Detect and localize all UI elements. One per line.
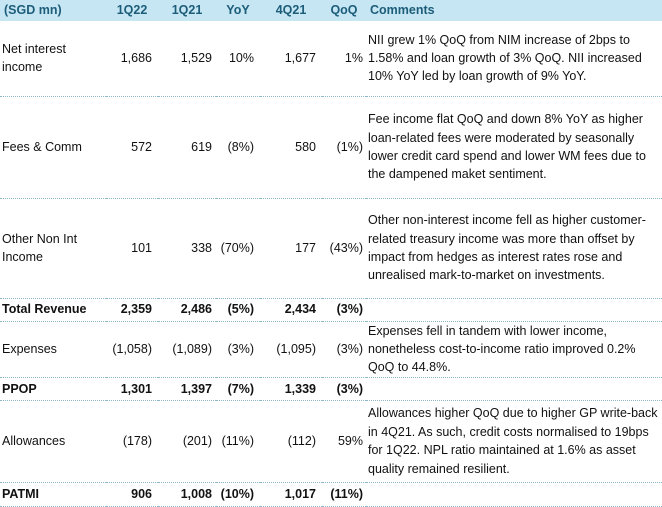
cell-1q22: 2,359 (106, 298, 158, 322)
cell-yoy: 10% (216, 21, 260, 97)
cell-yoy: (11%) (216, 400, 260, 483)
cell-4q21: (112) (260, 400, 322, 483)
cell-1q21: (1,089) (158, 321, 216, 378)
cell-1q22: (1,058) (106, 321, 158, 378)
cell-comment (366, 298, 662, 322)
cell-1q21: 338 (158, 198, 216, 299)
cell-1q21: (201) (158, 400, 216, 483)
header-4q21: 4Q21 (275, 3, 307, 18)
cell-4q21: 177 (260, 198, 322, 299)
table-row-total-revenue: Total Revenue 2,359 2,486 (5%) 2,434 (3%… (0, 298, 662, 322)
cell-comment: NII grew 1% QoQ from NIM increase of 2bp… (366, 21, 662, 97)
header-sgd-mn: (SGD mn) (4, 3, 62, 18)
cell-comment: Other non-interest income fell as higher… (366, 198, 662, 299)
table-row-other-non-int-income: Other Non Int Income 101 338 (70%) 177 (… (0, 198, 662, 299)
cell-comment: Fee income flat QoQ and down 8% YoY as h… (366, 96, 662, 199)
cell-1q22: 572 (106, 96, 158, 199)
cell-4q21: 580 (260, 96, 322, 199)
header-comments: Comments (370, 3, 435, 18)
cell-qoq: (1%) (322, 96, 366, 199)
table-row-patmi: PATMI 906 1,008 (10%) 1,017 (11%) (0, 482, 662, 507)
cell-yoy: (70%) (216, 198, 260, 299)
cell-1q22: 1,301 (106, 377, 158, 401)
row-label: Total Revenue (0, 298, 106, 322)
cell-yoy: (5%) (216, 298, 260, 322)
cell-1q21: 1,397 (158, 377, 216, 401)
cell-4q21: (1,095) (260, 321, 322, 378)
cell-qoq: 59% (322, 400, 366, 483)
cell-1q21: 1,529 (158, 21, 216, 97)
cell-yoy: (7%) (216, 377, 260, 401)
header-1q21: 1Q21 (171, 3, 203, 18)
table-header-row: (SGD mn) 1Q22 1Q21 YoY 4Q21 QoQ Comments (0, 0, 662, 21)
row-label: Net interest income (0, 21, 106, 97)
cell-comment: Allowances higher QoQ due to higher GP w… (366, 400, 662, 483)
cell-comment: Expenses fell in tandem with lower incom… (366, 321, 662, 378)
cell-qoq: (3%) (322, 377, 366, 401)
table-row-ppop: PPOP 1,301 1,397 (7%) 1,339 (3%) (0, 377, 662, 401)
cell-yoy: (10%) (216, 482, 260, 507)
cell-1q22: 1,686 (106, 21, 158, 97)
cell-qoq: (3%) (322, 321, 366, 378)
row-label: Allowances (0, 400, 106, 483)
cell-qoq: (43%) (322, 198, 366, 299)
row-label: PPOP (0, 377, 106, 401)
cell-4q21: 1,017 (260, 482, 322, 507)
cell-1q22: 101 (106, 198, 158, 299)
row-label: Expenses (0, 321, 106, 378)
cell-comment (366, 482, 662, 507)
cell-1q22: (178) (106, 400, 158, 483)
header-yoy: YoY (226, 3, 250, 18)
cell-4q21: 2,434 (260, 298, 322, 322)
cell-qoq: (3%) (322, 298, 366, 322)
cell-yoy: (8%) (216, 96, 260, 199)
row-label: Other Non Int Income (0, 198, 106, 299)
row-label: Fees & Comm (0, 96, 106, 199)
table-row-allowances: Allowances (178) (201) (11%) (112) 59% A… (0, 400, 662, 483)
cell-1q21: 619 (158, 96, 216, 199)
cell-qoq: 1% (322, 21, 366, 97)
cell-1q21: 1,008 (158, 482, 216, 507)
cell-yoy: (3%) (216, 321, 260, 378)
cell-4q21: 1,677 (260, 21, 322, 97)
cell-1q21: 2,486 (158, 298, 216, 322)
table-row-net-interest-income: Net interest income 1,686 1,529 10% 1,67… (0, 21, 662, 97)
table-row-expenses: Expenses (1,058) (1,089) (3%) (1,095) (3… (0, 321, 662, 378)
cell-qoq: (11%) (322, 482, 366, 507)
row-label: PATMI (0, 482, 106, 507)
table-row-fees-comm: Fees & Comm 572 619 (8%) 580 (1%) Fee in… (0, 96, 662, 199)
header-1q22: 1Q22 (116, 3, 148, 18)
header-qoq: QoQ (330, 3, 358, 18)
cell-1q22: 906 (106, 482, 158, 507)
cell-comment (366, 377, 662, 401)
cell-4q21: 1,339 (260, 377, 322, 401)
